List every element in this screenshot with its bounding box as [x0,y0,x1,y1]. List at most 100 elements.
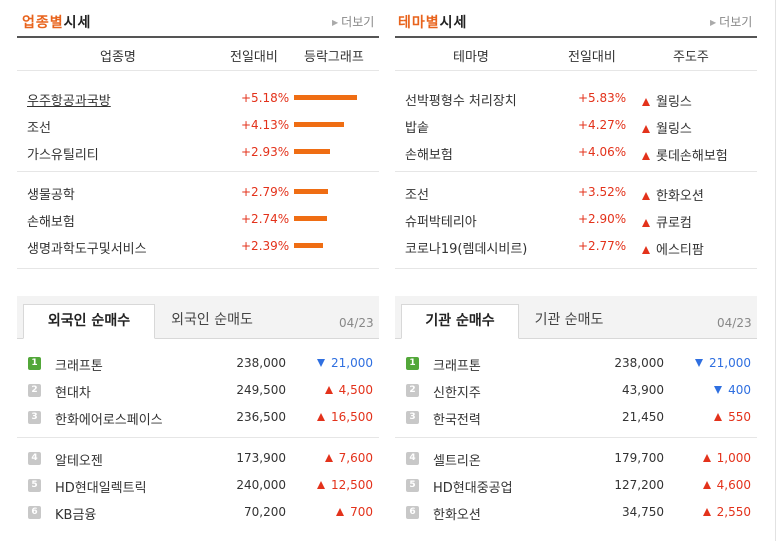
trade-date: 04/23 [717,316,752,330]
trade-row[interactable]: 4 알테오젠 173,900 7,600 [17,445,379,472]
trade-row[interactable]: 3 한국전력 21,450 550 [395,404,757,431]
theme-row[interactable]: 선박평형수 처리장치 +5.83% 월링스 [395,85,757,112]
trade-row[interactable]: 1 크래프톤 238,000 21,000 [17,350,379,377]
stock-price: 34,750 [622,505,664,519]
stock-name[interactable]: KB금융 [55,508,97,523]
price-change: 700 [293,505,373,519]
stock-name[interactable]: HD현대중공업 [433,481,513,496]
stock-name[interactable]: 현대차 [55,386,91,401]
rank-badge: 1 [406,357,419,370]
tab-foreign-sell[interactable]: 외국인 순매도 [171,312,253,328]
theme-name[interactable]: 밥솥 [405,121,429,136]
up-arrow-icon [702,481,711,489]
rank-badge: 2 [28,384,41,397]
price-change: 21,000 [671,356,751,370]
up-arrow-icon [642,219,650,227]
price-change-value: 4,600 [716,478,751,492]
stock-name[interactable]: 한국전력 [433,413,481,428]
leader-stock-name[interactable]: 에스티팜 [656,243,704,258]
price-change: 12,500 [293,478,373,492]
stock-price: 238,000 [614,356,664,370]
leader-stock[interactable]: 한화오션 [642,185,704,204]
trade-row[interactable]: 5 HD현대일렉트릭 240,000 12,500 [17,472,379,499]
leader-stock-name[interactable]: 한화오션 [656,189,704,204]
industry-name[interactable]: 우주항공과국방 [27,94,111,109]
trade-row[interactable]: 6 KB금융 70,200 700 [17,499,379,526]
theme-more-link[interactable]: ▶ 더보기 [710,15,753,29]
stock-price: 21,450 [622,410,664,424]
trade-row[interactable]: 1 크래프톤 238,000 21,000 [395,350,757,377]
stock-name[interactable]: HD현대일렉트릭 [55,481,147,496]
theme-name[interactable]: 코로나19(렘데시비르) [405,242,528,257]
industry-more-link[interactable]: ▶ 더보기 [332,15,375,29]
up-arrow-icon [642,246,650,254]
stock-name[interactable]: 한화오션 [433,508,481,523]
stock-price: 43,900 [622,383,664,397]
industry-name[interactable]: 생명과학도구및서비스 [27,242,147,257]
theme-row[interactable]: 슈퍼박테리아 +2.90% 큐로컴 [395,206,757,233]
industry-name[interactable]: 생물공학 [27,188,75,203]
change-percent: +5.83% [578,91,627,105]
rank-badge: 5 [406,479,419,492]
change-percent: +4.27% [578,118,627,132]
change-bar [294,95,357,100]
change-percent: +3.52% [578,185,627,199]
trade-row[interactable]: 2 현대차 249,500 4,500 [17,377,379,404]
leader-stock[interactable]: 에스티팜 [642,239,704,258]
leader-stock[interactable]: 롯데손해보험 [642,145,728,164]
change-percent: +5.18% [241,91,290,105]
tab-foreign-buy[interactable]: 외국인 순매수 [23,304,155,339]
chevron-right-icon: ▶ [332,18,339,27]
trade-date: 04/23 [339,316,374,330]
theme-name[interactable]: 손해보험 [405,148,453,163]
theme-row[interactable]: 밥솥 +4.27% 월링스 [395,112,757,139]
price-change: 21,000 [293,356,373,370]
theme-row[interactable]: 조선 +3.52% 한화오션 [395,179,757,206]
trade-row[interactable]: 6 한화오션 34,750 2,550 [395,499,757,526]
theme-row[interactable]: 코로나19(렘데시비르) +2.77% 에스티팜 [395,233,757,260]
tab-institution-buy[interactable]: 기관 순매수 [401,304,519,339]
leader-stock-name[interactable]: 롯데손해보험 [656,149,728,164]
industry-name[interactable]: 가스유틸리티 [27,148,99,163]
up-arrow-icon [317,481,325,489]
right-border [775,0,776,541]
trade-row[interactable]: 4 셀트리온 179,700 1,000 [395,445,757,472]
price-change-value: 21,000 [331,356,373,370]
leader-stock-name[interactable]: 큐로컴 [656,216,692,231]
industry-row[interactable]: 생명과학도구및서비스 +2.39% [17,233,379,260]
leader-stock[interactable]: 큐로컴 [642,212,692,231]
rank-badge: 4 [406,452,419,465]
trade-row[interactable]: 2 신한지주 43,900 400 [395,377,757,404]
industry-name[interactable]: 조선 [27,121,51,136]
price-change-value: 2,550 [716,505,751,519]
stock-name[interactable]: 크래프톤 [55,359,103,374]
stock-name[interactable]: 알테오젠 [55,454,103,469]
leader-stock-name[interactable]: 월링스 [656,95,692,110]
price-change: 400 [671,383,751,397]
trade-row[interactable]: 5 HD현대중공업 127,200 4,600 [395,472,757,499]
industry-row[interactable]: 손해보험 +2.74% [17,206,379,233]
industry-row[interactable]: 조선 +4.13% [17,112,379,139]
theme-name[interactable]: 슈퍼박테리아 [405,215,477,230]
stock-price: 179,700 [614,451,664,465]
industry-row[interactable]: 우주항공과국방 +5.18% [17,85,379,112]
stock-name[interactable]: 셀트리온 [433,454,481,469]
industry-row[interactable]: 가스유틸리티 +2.93% [17,139,379,166]
stock-name[interactable]: 신한지주 [433,386,481,401]
leader-stock-name[interactable]: 월링스 [656,122,692,137]
theme-name[interactable]: 선박평형수 처리장치 [405,94,517,109]
tab-institution-sell[interactable]: 기관 순매도 [534,312,604,328]
theme-row[interactable]: 손해보험 +4.06% 롯데손해보험 [395,139,757,166]
table-bottom-border [395,268,757,269]
leader-stock[interactable]: 월링스 [642,118,692,137]
industry-name[interactable]: 손해보험 [27,215,75,230]
theme-name[interactable]: 조선 [405,188,429,203]
stock-name[interactable]: 크래프톤 [433,359,481,374]
industry-row[interactable]: 생물공학 +2.79% [17,179,379,206]
price-change: 1,000 [671,451,751,465]
leader-stock[interactable]: 월링스 [642,91,692,110]
trade-row[interactable]: 3 한화에어로스페이스 236,500 16,500 [17,404,379,431]
price-change-value: 700 [350,505,373,519]
stock-price: 70,200 [244,505,286,519]
stock-name[interactable]: 한화에어로스페이스 [55,413,163,428]
